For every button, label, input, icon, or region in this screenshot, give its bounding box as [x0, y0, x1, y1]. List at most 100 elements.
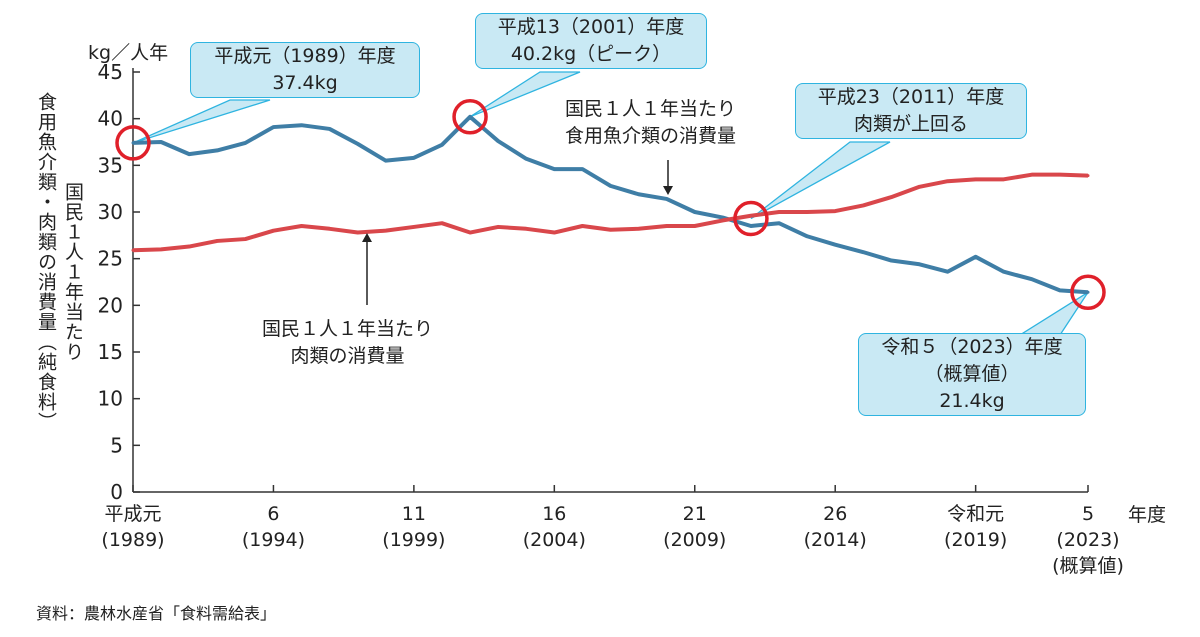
- meat-point: [412, 225, 416, 229]
- fish-point: [187, 152, 191, 156]
- x-tick-label: (2014): [804, 529, 867, 551]
- fish-point: [946, 270, 950, 274]
- x-axis-label: 年度: [1128, 504, 1167, 526]
- meat-point: [468, 231, 472, 235]
- callout-pointer: [469, 71, 581, 118]
- callout-pointer: [1017, 291, 1089, 336]
- fish-point: [412, 156, 416, 160]
- meat-point: [159, 247, 163, 251]
- highlight-circle: [733, 200, 769, 237]
- x-tick-label: 平成元: [104, 503, 161, 525]
- meat-point: [777, 210, 781, 214]
- y-tick-label: 40: [98, 107, 123, 131]
- callout-2023: 令和５（2023）年度 （概算値） 21.4kg: [858, 333, 1086, 416]
- meat-point: [721, 218, 725, 222]
- x-tick-label: 26: [823, 503, 847, 525]
- meat-point: [524, 227, 528, 231]
- callout-pointer: [750, 141, 891, 220]
- x-tick-label: 16: [542, 503, 566, 525]
- x-tick-label: (2019): [944, 529, 1007, 551]
- y-tick-label: 10: [98, 387, 123, 411]
- meat-point: [833, 209, 837, 213]
- x-tick-label: 令和元: [947, 503, 1004, 525]
- x-tick-label: (2023): [1056, 529, 1119, 551]
- callout-pointer: [132, 99, 271, 144]
- callout-2001: 平成13（2001）年度 40.2kg（ピーク）: [475, 13, 707, 69]
- meat-point: [187, 245, 191, 249]
- meat-point: [215, 239, 219, 243]
- meat-point: [243, 237, 247, 241]
- x-tick-label: (1999): [382, 529, 445, 551]
- fish-point: [805, 234, 809, 238]
- highlight-circle: [1070, 274, 1106, 311]
- fish-point: [131, 141, 135, 145]
- x-tick-label: 21: [683, 503, 707, 525]
- arrow-head-icon: [362, 233, 372, 242]
- fish-point: [271, 125, 275, 129]
- meat-point: [1030, 173, 1034, 177]
- highlight-circle: [115, 125, 151, 161]
- fish-point: [524, 157, 528, 161]
- meat-series-label: 国民１人１年当たり 肉類の消費量: [262, 318, 434, 367]
- x-tick-label: (1989): [101, 529, 164, 551]
- meat-point: [440, 221, 444, 225]
- y-axis-label-sub: 国民１人１年当たり: [62, 182, 84, 362]
- y-tick-label: 20: [98, 293, 123, 317]
- meat-point: [131, 248, 135, 252]
- x-tick-label: 6: [267, 503, 279, 525]
- fish-point: [917, 262, 921, 266]
- meat-point: [917, 185, 921, 189]
- fish-point: [552, 167, 556, 171]
- y-tick-label: 45: [98, 60, 123, 84]
- fish-point: [889, 259, 893, 263]
- meat-point: [1086, 174, 1090, 178]
- meat-point: [609, 228, 612, 232]
- x-tick-label: 5: [1082, 503, 1094, 525]
- y-tick-label: 5: [110, 433, 123, 457]
- fish-point: [300, 123, 304, 127]
- y-unit-label: kg／人年: [88, 42, 169, 64]
- fish-point: [496, 139, 500, 143]
- meat-point: [384, 229, 388, 233]
- fish-point: [468, 115, 472, 119]
- callout-2011: 平成23（2011）年度 肉類が上回る: [795, 83, 1027, 139]
- y-tick-label: 35: [98, 153, 123, 177]
- fish-point: [440, 143, 444, 147]
- callout-1989: 平成元（1989）年度 37.4kg: [190, 42, 420, 98]
- fish-point: [974, 255, 978, 259]
- fish-point: [580, 167, 584, 171]
- meat-point: [580, 224, 584, 228]
- meat-point: [271, 229, 275, 233]
- fish-point: [356, 142, 360, 146]
- fish-point: [1086, 290, 1090, 294]
- highlight-circle: [452, 99, 488, 135]
- x-tick-label: (2004): [523, 529, 586, 551]
- x-tick-label: (1994): [242, 529, 305, 551]
- meat-point: [637, 227, 641, 231]
- fish-point: [1002, 270, 1006, 274]
- fish-point: [833, 243, 837, 247]
- meat-point: [749, 214, 753, 218]
- source-note: 資料：農林水産省「食料需給表」: [36, 604, 277, 623]
- fish-point: [1030, 277, 1034, 281]
- meat-point: [861, 203, 865, 207]
- meat-point: [496, 225, 500, 229]
- fish-point: [1058, 288, 1062, 292]
- fish-point: [665, 197, 669, 201]
- fish-point: [159, 140, 163, 144]
- meat-point: [946, 179, 950, 183]
- fish-point: [749, 224, 753, 228]
- fish-point: [861, 250, 865, 254]
- meat-point: [805, 210, 809, 214]
- x-tick-label: 11: [402, 503, 426, 525]
- y-tick-label: 0: [110, 480, 123, 504]
- fish-point: [328, 127, 332, 131]
- meat-point: [328, 227, 332, 231]
- fish-point: [609, 184, 612, 188]
- meat-point: [552, 231, 556, 235]
- x-tick-label: (2009): [663, 529, 726, 551]
- meat-point: [1058, 173, 1062, 177]
- meat-point: [1002, 177, 1006, 181]
- arrow-head-icon: [663, 186, 673, 195]
